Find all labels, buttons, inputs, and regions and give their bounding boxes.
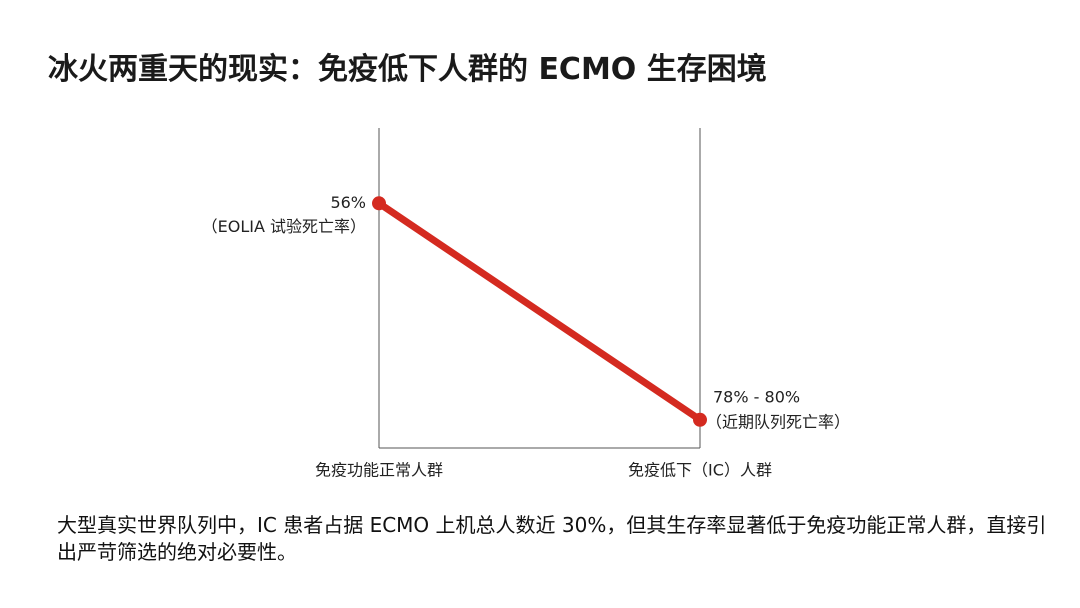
x-tick-label: 免疫低下（IC）人群 <box>628 461 772 480</box>
x-tick-label: 免疫功能正常人群 <box>315 461 443 480</box>
slide-title: 冰火两重天的现实：免疫低下人群的 ECMO 生存困境 <box>48 52 767 87</box>
point <box>693 412 707 427</box>
annotation: （EOLIA 试验死亡率） <box>202 217 366 236</box>
value-label: 78% - 80% <box>713 387 800 406</box>
line <box>375 199 704 424</box>
annotation: （近期队列死亡率） <box>706 412 850 431</box>
point <box>372 196 386 211</box>
footnote: 大型真实世界队列中，IC 患者占据 ECMO 上机总人数近 30%，但其生存率显… <box>57 513 1047 564</box>
chart: 免疫功能正常人群 免疫低下（IC）人群 56% （EOLIA 试验死亡率） 78% - … <box>202 128 850 480</box>
value-label: 56% <box>330 193 366 212</box>
